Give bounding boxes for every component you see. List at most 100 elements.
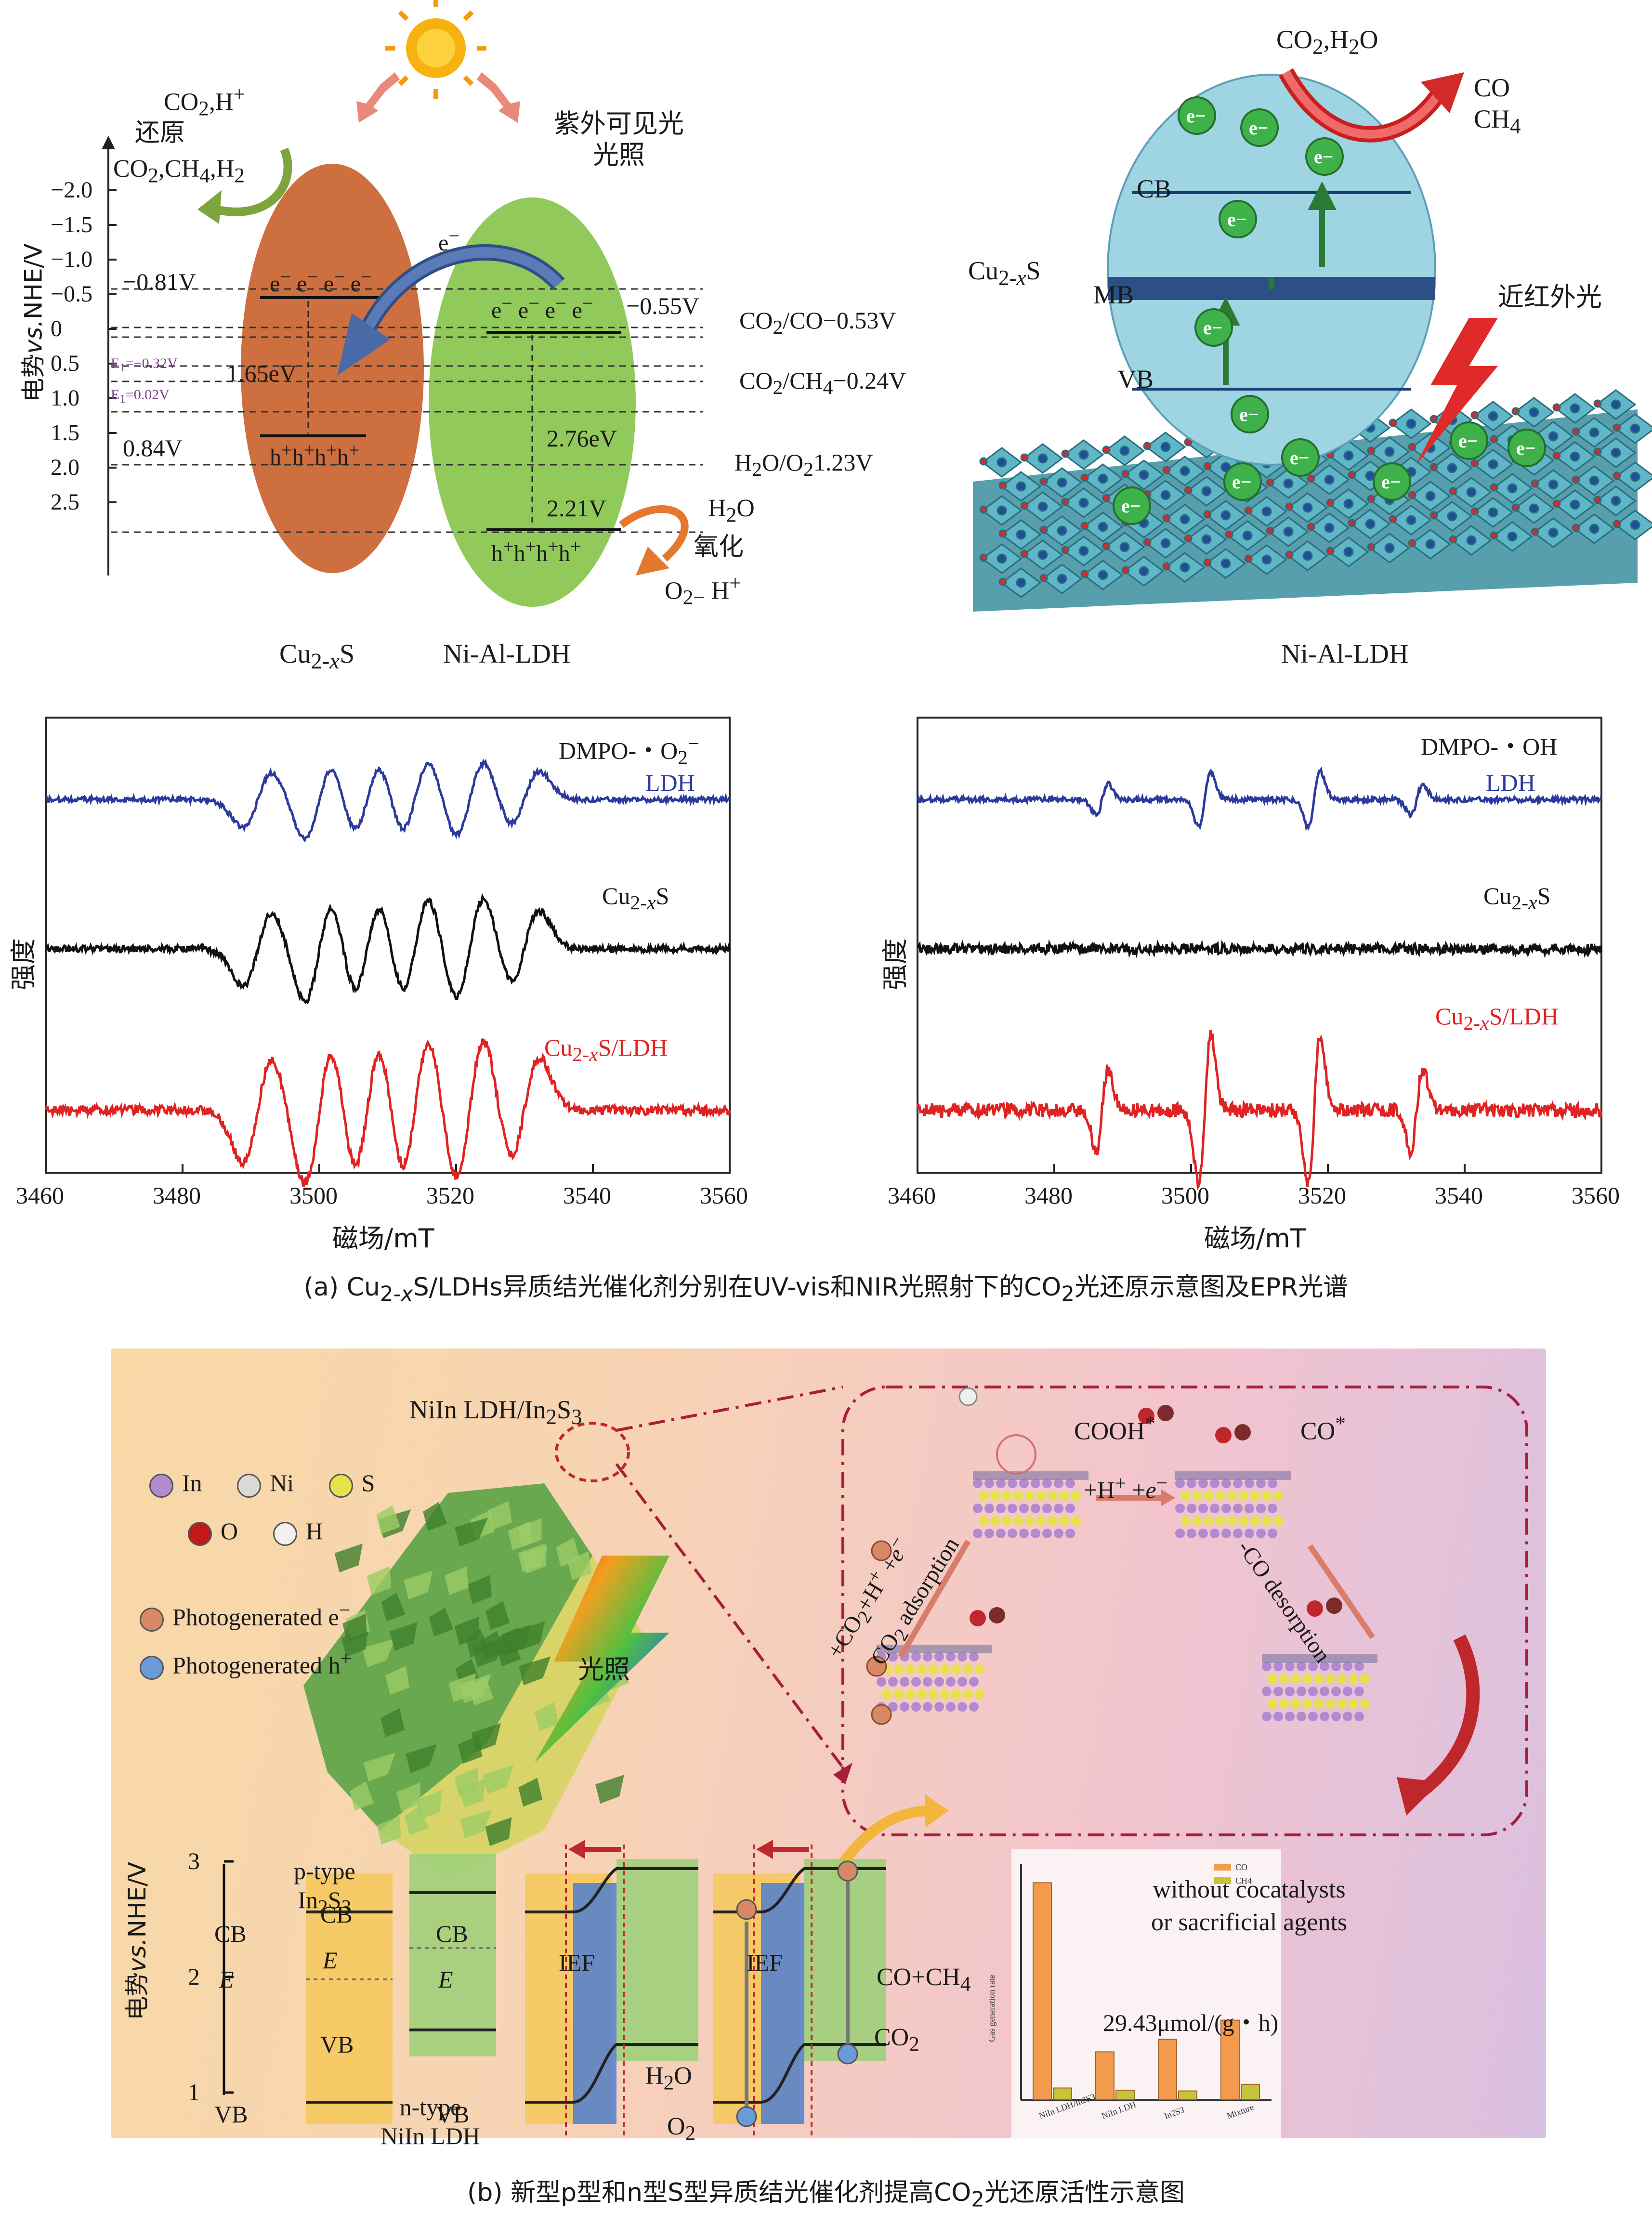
lattice-atom	[1262, 1516, 1272, 1526]
electron-symbol: e−	[1203, 317, 1223, 339]
nanosheet-flake	[567, 1551, 592, 1581]
oxygen-atom	[1389, 419, 1397, 427]
oxygen-atom	[1572, 524, 1580, 532]
n-type-band	[409, 1854, 496, 2056]
oxygen-atom	[1184, 534, 1193, 543]
oxygen-atom	[1143, 442, 1152, 450]
metal-atom	[1201, 534, 1212, 545]
band-label: E	[219, 1966, 234, 1993]
lattice-atom	[1268, 1699, 1277, 1709]
surface-layer	[1175, 1471, 1291, 1480]
lattice-atom	[1013, 1491, 1023, 1501]
electron-icon	[1178, 96, 1216, 135]
bar-ch4-3	[1241, 2083, 1260, 2100]
metal-atom	[1630, 471, 1640, 482]
nanosheet-flake	[377, 1816, 401, 1845]
metal-atom	[1611, 399, 1621, 410]
band-label: VB	[320, 2031, 354, 2058]
co2-label-b: CO2	[874, 2024, 919, 2056]
reduction-label-1: CO2,H+	[164, 83, 245, 120]
lattice-atom	[1325, 1699, 1335, 1709]
nanosheet-flake	[471, 1723, 501, 1752]
metal-atom	[1283, 478, 1294, 489]
lattice-atom	[952, 1689, 961, 1699]
band-bending	[713, 1867, 886, 1913]
metal-atom	[1570, 451, 1580, 462]
epr-series-3	[44, 1038, 731, 1188]
lattice-atom	[1245, 1529, 1254, 1538]
lattice-atom	[1221, 1504, 1231, 1513]
electron-icon	[1194, 308, 1233, 347]
lattice-atom	[1320, 1712, 1329, 1721]
bar-co-1	[1095, 2051, 1114, 2100]
oxygen-atom	[1449, 535, 1457, 544]
metal-atom	[1324, 474, 1335, 485]
nanosheet-flake	[459, 1674, 491, 1703]
lattice-atom	[1204, 1516, 1214, 1526]
metal-atom	[1343, 498, 1354, 509]
oxygen-atom	[1429, 463, 1438, 471]
lattice-atom	[1297, 1662, 1306, 1671]
epr-right-series-3: Cu2-xS/LDH	[1435, 1003, 1559, 1034]
lattice-atom	[1198, 1479, 1208, 1488]
lattice-atom	[940, 1689, 950, 1699]
electron-icon	[1281, 438, 1320, 477]
oxygen-atom	[1162, 562, 1171, 571]
x-tick-label: 3520	[426, 1182, 474, 1209]
metal-atom	[1283, 526, 1294, 537]
oxygen-atom	[1490, 435, 1498, 444]
lattice-atom	[1250, 1491, 1260, 1501]
lattice-atom	[888, 1652, 898, 1662]
epr-right-series-1: LDH	[1486, 769, 1535, 796]
oxygen-atom	[1552, 499, 1561, 508]
metal-atom	[1630, 520, 1640, 530]
metal-atom	[1611, 496, 1621, 506]
b-y-tick-label: 3	[188, 1847, 200, 1874]
oxygen-atom	[1061, 497, 1070, 506]
oxygen-atom	[1367, 495, 1376, 503]
oxygen-atom	[1143, 538, 1152, 547]
carrier-sphere	[837, 1860, 858, 1882]
lattice-atom	[973, 1504, 983, 1513]
lattice-atom	[1273, 1491, 1283, 1501]
lattice-atom	[1343, 1712, 1352, 1721]
lattice-atom	[1193, 1516, 1202, 1526]
molecule-atom	[970, 1610, 986, 1626]
oxygen-atom	[998, 577, 1007, 586]
oxygen-atom	[1470, 459, 1479, 468]
metal-atom	[1098, 570, 1108, 580]
ief-arrowhead	[568, 1840, 585, 1859]
oxygen-atom	[1020, 453, 1029, 462]
lattice-atom	[1354, 1687, 1364, 1696]
lattice-atom	[1042, 1504, 1052, 1513]
band-label: CB	[320, 1901, 353, 1928]
ldh-gap: 2.76eV	[547, 425, 617, 452]
metal-atom	[996, 553, 1007, 564]
lightning-icon	[1416, 318, 1498, 465]
nanosheet-flake	[429, 1608, 454, 1637]
material-label: Cu2-xS	[968, 256, 1041, 290]
lattice-atom	[1036, 1491, 1046, 1501]
band-bending	[525, 1867, 698, 1913]
co-level: CO2/CO−0.53V	[739, 307, 896, 339]
electron-symbol: e−	[1249, 117, 1269, 139]
nanosheet-flake	[516, 1621, 545, 1650]
depletion-region	[761, 1883, 804, 2124]
lattice-atom	[929, 1689, 938, 1699]
lattice-atom	[888, 1677, 898, 1687]
lattice-atom	[957, 1652, 967, 1662]
bar-ch4-2	[1178, 2090, 1197, 2100]
lattice-atom	[1250, 1516, 1260, 1526]
lattice-atom	[1216, 1516, 1225, 1526]
lattice-atom	[990, 1516, 1000, 1526]
metal-atom	[1160, 538, 1171, 549]
lattice-atom	[1008, 1504, 1017, 1513]
molecule-atom	[989, 1607, 1005, 1623]
nanosheet-flake	[595, 1775, 625, 1804]
light-bolt-icon	[535, 1556, 669, 1763]
lattice-atom	[1054, 1529, 1063, 1538]
lattice-atom	[1268, 1504, 1277, 1513]
lattice-atom	[1175, 1479, 1185, 1488]
lattice-atom	[1210, 1479, 1219, 1488]
epr-series-3	[916, 1030, 1603, 1191]
